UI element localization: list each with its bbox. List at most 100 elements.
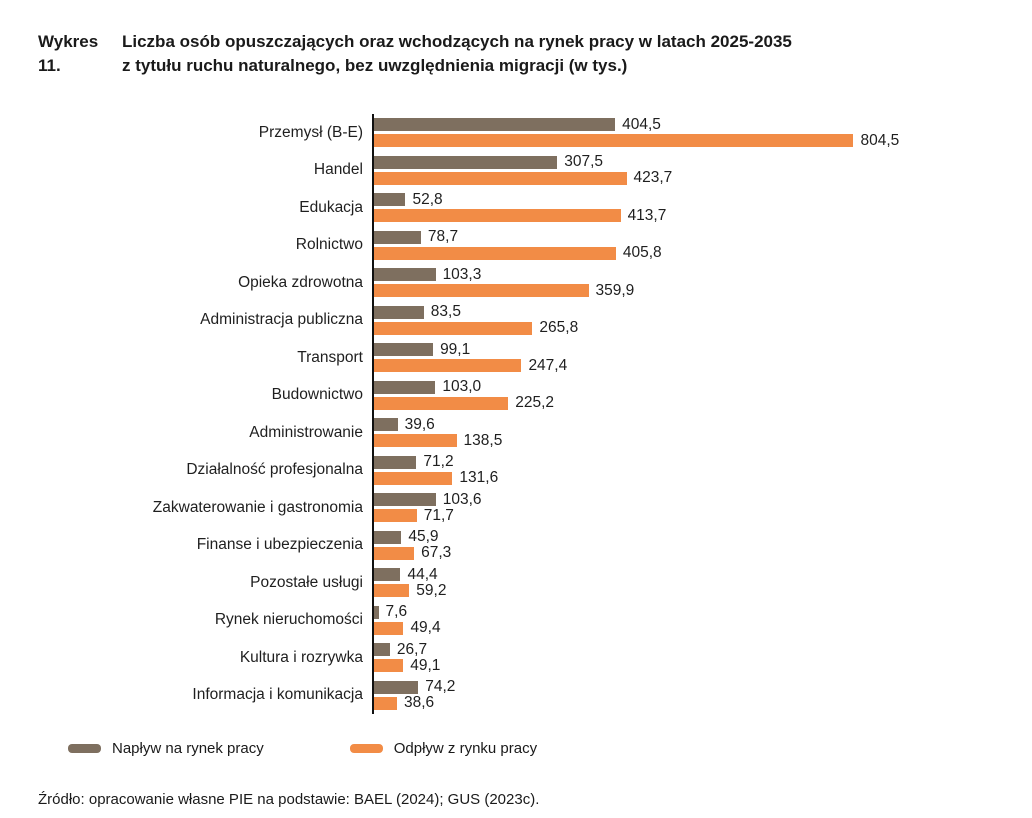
outflow-value-label: 38,6 <box>404 694 435 711</box>
outflow-bar <box>374 434 457 447</box>
inflow-value-label: 45,9 <box>408 528 439 545</box>
category-axis-labels: Przemysł (B-E) Handel Edukacja Rolnictwo… <box>0 114 372 714</box>
bar-chart: Przemysł (B-E) Handel Edukacja Rolnictwo… <box>0 114 1032 714</box>
category-label: Informacja i komunikacja <box>192 686 363 704</box>
outflow-value-label: 49,4 <box>410 619 441 636</box>
inflow-bar <box>374 530 402 544</box>
inflow-bar <box>374 455 417 469</box>
outflow-bar <box>374 696 397 710</box>
outflow-bar-line: 423,7 <box>374 169 1032 186</box>
outflow-bar <box>374 359 522 372</box>
outflow-bar <box>374 209 621 222</box>
chart-number-label: Wykres 11. <box>38 32 99 75</box>
outflow-value-label: 413,7 <box>627 206 667 224</box>
bar-group: 44,4 59,2 <box>374 564 1032 602</box>
inflow-bar <box>374 605 379 619</box>
inflow-bar-line: 83,5 <box>374 303 1032 320</box>
outflow-bar <box>374 471 453 485</box>
bar-group: 404,5 804,5 <box>374 114 1032 152</box>
outflow-bar <box>374 584 410 597</box>
outflow-value-label: 804,5 <box>860 131 900 149</box>
category-label: Finanse i ubezpieczenia <box>196 536 363 554</box>
inflow-bar <box>374 493 436 506</box>
outflow-bar-line: 413,7 <box>374 206 1032 224</box>
outflow-bar-line: 225,2 <box>374 394 1032 411</box>
inflow-value-label: 103,6 <box>442 490 482 508</box>
outflow-value-label: 265,8 <box>539 319 579 336</box>
category-label: Działalność profesjonalna <box>186 461 363 479</box>
inflow-value-label: 71,2 <box>423 453 454 470</box>
inflow-value-label: 78,7 <box>427 228 459 245</box>
outflow-value-label: 49,1 <box>410 656 441 674</box>
category-label: Rolnictwo <box>295 236 363 254</box>
inflow-value-label: 103,3 <box>442 265 482 283</box>
bar-group: 7,6 49,4 <box>374 602 1032 640</box>
outflow-bar <box>374 171 627 185</box>
inflow-bar-line: 44,4 <box>374 566 1032 583</box>
chart-title: Wykres 11. Liczba osób opuszczających or… <box>38 30 1032 78</box>
inflow-bar-line: 78,7 <box>374 228 1032 245</box>
inflow-bar-line: 99,1 <box>374 341 1032 358</box>
inflow-bar-line: 71,2 <box>374 453 1032 470</box>
bar-group: 74,2 38,6 <box>374 677 1032 715</box>
outflow-bar-line: 38,6 <box>374 694 1032 711</box>
bar-group: 83,5 265,8 <box>374 302 1032 340</box>
inflow-bar <box>374 643 390 656</box>
outflow-bar-line: 138,5 <box>374 432 1032 449</box>
bar-group: 78,7 405,8 <box>374 227 1032 265</box>
outflow-bar <box>374 621 404 635</box>
legend-item-inflow: Napływ na rynek pracy <box>68 740 264 757</box>
outflow-value-label: 423,7 <box>633 169 673 186</box>
outflow-bar <box>374 509 417 522</box>
inflow-bar-line: 39,6 <box>374 415 1032 433</box>
inflow-bar-line: 74,2 <box>374 678 1032 695</box>
legend-label-outflow: Odpływ z rynku pracy <box>393 740 538 757</box>
category-label: Pozostałe usługi <box>250 573 363 591</box>
inflow-value-label: 404,5 <box>622 115 661 133</box>
inflow-bar <box>374 568 401 581</box>
category-label: Transport <box>297 348 363 366</box>
bar-group: 103,3 359,9 <box>374 264 1032 302</box>
outflow-bar <box>374 546 415 560</box>
outflow-value-label: 405,8 <box>622 244 662 261</box>
bar-group: 103,0 225,2 <box>374 377 1032 415</box>
bar-group: 45,9 67,3 <box>374 527 1032 565</box>
legend: Napływ na rynek pracy Odpływ z rynku pra… <box>68 740 1032 757</box>
category-label: Administracja publiczna <box>200 311 363 329</box>
outflow-value-label: 131,6 <box>459 469 499 486</box>
outflow-bar-line: 59,2 <box>374 581 1032 599</box>
inflow-bar <box>374 155 558 169</box>
inflow-bar <box>374 343 434 356</box>
inflow-bar <box>374 268 436 281</box>
category-label: Zakwaterowanie i gastronomia <box>152 498 363 516</box>
outflow-value-label: 59,2 <box>416 581 447 599</box>
outflow-swatch-icon <box>349 744 383 753</box>
inflow-value-label: 26,7 <box>396 640 428 658</box>
category-label: Opieka zdrowotna <box>238 273 363 291</box>
outflow-bar-line: 131,6 <box>374 469 1032 486</box>
inflow-bar <box>374 680 419 694</box>
bar-group: 71,2 131,6 <box>374 452 1032 490</box>
plot-area: 404,5 804,5 307,5 423,7 52,8 413,7 78,7 <box>372 114 1032 714</box>
legend-label-inflow: Napływ na rynek pracy <box>112 740 264 757</box>
category-label: Administrowanie <box>249 423 363 441</box>
inflow-bar <box>374 380 436 394</box>
outflow-bar <box>374 134 854 147</box>
outflow-bar-line: 247,4 <box>374 357 1032 374</box>
outflow-bar-line: 359,9 <box>374 282 1032 299</box>
inflow-bar-line: 7,6 <box>374 603 1032 620</box>
inflow-value-label: 39,6 <box>404 415 435 433</box>
outflow-bar-line: 265,8 <box>374 319 1032 336</box>
inflow-swatch-icon <box>68 744 101 753</box>
inflow-bar-line: 103,6 <box>374 490 1032 508</box>
inflow-value-label: 83,5 <box>430 303 461 320</box>
outflow-bar-line: 49,4 <box>374 619 1032 636</box>
inflow-bar <box>374 418 398 431</box>
inflow-value-label: 103,0 <box>442 378 482 395</box>
outflow-value-label: 71,7 <box>423 506 454 524</box>
outflow-bar-line: 49,1 <box>374 656 1032 674</box>
outflow-bar-line: 67,3 <box>374 544 1032 561</box>
inflow-bar-line: 26,7 <box>374 640 1032 658</box>
inflow-bar-line: 103,3 <box>374 265 1032 283</box>
inflow-bar <box>374 230 421 244</box>
